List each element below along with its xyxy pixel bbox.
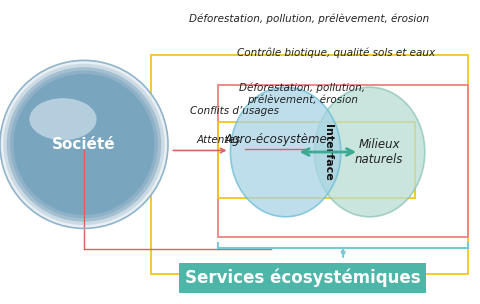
Ellipse shape (314, 87, 425, 217)
Ellipse shape (7, 67, 161, 222)
Text: Déforestation, pollution,
prélèvement, érosion: Déforestation, pollution, prélèvement, é… (240, 82, 365, 105)
Text: Déforestation, pollution, prélèvement, érosion: Déforestation, pollution, prélèvement, é… (190, 14, 430, 24)
Text: Société: Société (52, 137, 116, 152)
Ellipse shape (13, 74, 155, 215)
Text: Conflits d’usages: Conflits d’usages (190, 106, 278, 116)
Bar (151, 55, 468, 274)
Text: Attentes: Attentes (197, 135, 241, 145)
Ellipse shape (10, 71, 158, 218)
Text: Contrôle biotique, qualité sols et eaux: Contrôle biotique, qualité sols et eaux (237, 47, 435, 58)
Ellipse shape (29, 98, 96, 140)
Ellipse shape (230, 87, 341, 217)
Ellipse shape (3, 64, 165, 225)
Bar (218, 85, 468, 237)
Text: Agro-écosystème: Agro-écosystème (225, 133, 327, 146)
Text: Services écosystémiques: Services écosystémiques (185, 269, 420, 287)
Text: Interface: Interface (323, 124, 333, 180)
Text: Milieux
naturels: Milieux naturels (355, 138, 403, 166)
Bar (218, 122, 415, 198)
Ellipse shape (0, 60, 168, 228)
